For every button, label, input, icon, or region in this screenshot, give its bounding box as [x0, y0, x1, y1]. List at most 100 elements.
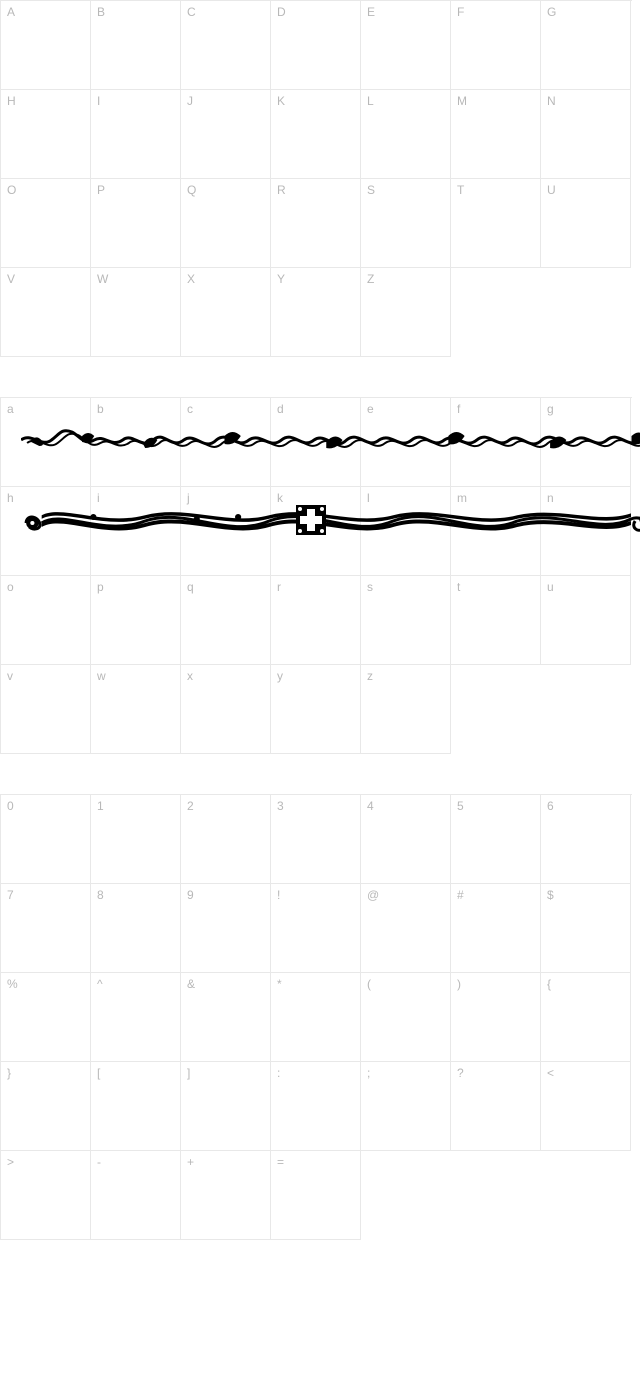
charmap-row: hijklmn — [1, 487, 632, 576]
charmap-cell[interactable]: d — [271, 398, 361, 487]
charmap-cell[interactable]: = — [271, 1151, 361, 1240]
charmap-cell[interactable]: ( — [361, 973, 451, 1062]
charmap-cell[interactable]: F — [451, 1, 541, 90]
charmap-cell[interactable]: - — [91, 1151, 181, 1240]
charmap-cell[interactable]: g — [541, 398, 631, 487]
charmap-cell[interactable]: { — [541, 973, 631, 1062]
charmap-cell[interactable]: : — [271, 1062, 361, 1151]
charmap-cell[interactable]: Q — [181, 179, 271, 268]
charmap-cell[interactable]: E — [361, 1, 451, 90]
charmap-cell[interactable]: a — [1, 398, 91, 487]
charmap-cell[interactable]: ? — [451, 1062, 541, 1151]
charmap-cell[interactable]: 1 — [91, 795, 181, 884]
charmap-cell[interactable]: X — [181, 268, 271, 357]
charmap-cell[interactable]: W — [91, 268, 181, 357]
charmap-cell[interactable]: 8 — [91, 884, 181, 973]
charmap-cell[interactable]: r — [271, 576, 361, 665]
charmap-cell[interactable]: ; — [361, 1062, 451, 1151]
charmap-cell[interactable]: c — [181, 398, 271, 487]
charmap-cell[interactable]: t — [451, 576, 541, 665]
cell-label: g — [547, 402, 554, 416]
charmap-cell[interactable]: ^ — [91, 973, 181, 1062]
charmap-cell[interactable]: u — [541, 576, 631, 665]
cell-label: ^ — [97, 977, 103, 991]
charmap-cell[interactable]: * — [271, 973, 361, 1062]
charmap-cell[interactable]: N — [541, 90, 631, 179]
charmap-cell[interactable]: w — [91, 665, 181, 754]
charmap-cell[interactable]: H — [1, 90, 91, 179]
charmap-cell[interactable]: R — [271, 179, 361, 268]
charmap-cell[interactable]: P — [91, 179, 181, 268]
charmap-cell[interactable]: A — [1, 1, 91, 90]
charmap-cell[interactable]: # — [451, 884, 541, 973]
charmap-cell[interactable]: G — [541, 1, 631, 90]
cell-label: J — [187, 94, 193, 108]
charmap-cell[interactable]: 5 — [451, 795, 541, 884]
charmap-cell[interactable]: + — [181, 1151, 271, 1240]
charmap-cell[interactable]: Z — [361, 268, 451, 357]
charmap-row: 012 3456 — [1, 795, 632, 884]
charmap-cell[interactable]: s — [361, 576, 451, 665]
charmap-block-uppercase: ABCDEFG HIJ KLM N OPQRST U V WXYZ — [0, 0, 640, 357]
charmap-cell[interactable]: & — [181, 973, 271, 1062]
charmap-cell[interactable]: @ — [361, 884, 451, 973]
charmap-cell[interactable]: > — [1, 1151, 91, 1240]
cell-label: ? — [457, 1066, 464, 1080]
charmap-cell[interactable]: 2 — [181, 795, 271, 884]
charmap-cell[interactable]: m — [451, 487, 541, 576]
charmap-cell[interactable]: T — [451, 179, 541, 268]
charmap-cell[interactable]: ! — [271, 884, 361, 973]
charmap-cell[interactable]: f — [451, 398, 541, 487]
charmap-cell[interactable]: h — [1, 487, 91, 576]
charmap-cell[interactable]: q — [181, 576, 271, 665]
charmap-cell[interactable]: J — [181, 90, 271, 179]
charmap-cell[interactable]: C — [181, 1, 271, 90]
cell-label: M — [457, 94, 467, 108]
charmap-cell[interactable]: i — [91, 487, 181, 576]
charmap-cell[interactable]: v — [1, 665, 91, 754]
charmap-cell[interactable]: ] — [181, 1062, 271, 1151]
cell-label: b — [97, 402, 104, 416]
charmap-cell[interactable]: B — [91, 1, 181, 90]
charmap-cell[interactable]: k — [271, 487, 361, 576]
charmap-cell[interactable]: 4 — [361, 795, 451, 884]
charmap-cell[interactable]: o — [1, 576, 91, 665]
charmap-cell[interactable]: V — [1, 268, 91, 357]
charmap-cell[interactable]: < — [541, 1062, 631, 1151]
charmap-row: ab cdefg — [1, 398, 632, 487]
charmap-cell[interactable]: 7 — [1, 884, 91, 973]
charmap-cell[interactable]: j — [181, 487, 271, 576]
charmap-cell[interactable]: 0 — [1, 795, 91, 884]
charmap-cell[interactable]: D — [271, 1, 361, 90]
charmap-row: 789!@#$ — [1, 884, 632, 973]
charmap-cell[interactable]: $ — [541, 884, 631, 973]
charmap-cell[interactable]: } — [1, 1062, 91, 1151]
cell-label: 9 — [187, 888, 194, 902]
charmap-cell[interactable]: x — [181, 665, 271, 754]
charmap-cell[interactable]: ) — [451, 973, 541, 1062]
charmap-cell[interactable]: L — [361, 90, 451, 179]
cell-label: v — [7, 669, 13, 683]
charmap-cell[interactable]: S — [361, 179, 451, 268]
charmap-cell[interactable]: z — [361, 665, 451, 754]
charmap-cell[interactable]: I — [91, 90, 181, 179]
charmap-cell[interactable]: y — [271, 665, 361, 754]
cell-label: T — [457, 183, 464, 197]
charmap-cell[interactable]: n — [541, 487, 631, 576]
charmap-cell[interactable]: Y — [271, 268, 361, 357]
charmap-cell[interactable]: K — [271, 90, 361, 179]
charmap-cell[interactable]: 9 — [181, 884, 271, 973]
charmap-cell[interactable]: b — [91, 398, 181, 487]
charmap-cell[interactable]: l — [361, 487, 451, 576]
cell-label: V — [7, 272, 15, 286]
charmap-cell[interactable]: p — [91, 576, 181, 665]
cell-label: 2 — [187, 799, 194, 813]
charmap-cell[interactable]: O — [1, 179, 91, 268]
charmap-cell[interactable]: 6 — [541, 795, 631, 884]
charmap-cell[interactable]: % — [1, 973, 91, 1062]
charmap-cell[interactable]: 3 — [271, 795, 361, 884]
charmap-cell[interactable]: M — [451, 90, 541, 179]
charmap-cell[interactable]: U — [541, 179, 631, 268]
charmap-cell[interactable]: [ — [91, 1062, 181, 1151]
charmap-cell[interactable]: e — [361, 398, 451, 487]
